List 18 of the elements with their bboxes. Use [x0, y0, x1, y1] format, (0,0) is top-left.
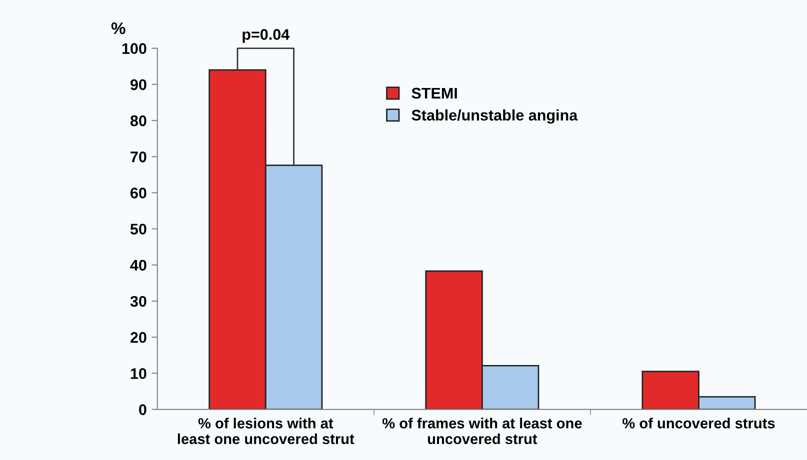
legend-label: STEMI: [412, 88, 457, 99]
text: p=0.04: [242, 29, 290, 43]
x-tick-label: % of uncovered struts: [622, 418, 775, 428]
y-tick-label: 40: [130, 260, 146, 271]
y-tick-label: 50: [130, 224, 146, 235]
x-tick-label: % of lesions with at least one uncovered strut: [178, 418, 354, 444]
y-tick-label: 30: [130, 296, 146, 307]
y-tick-label: 70: [130, 152, 146, 162]
y-axis-title: %: [111, 22, 126, 34]
y-tick-label: 20: [130, 332, 146, 343]
legend-label: Stable/unstable angina: [412, 109, 578, 124]
x-tick-label: % of frames with at least one uncovered strut: [382, 418, 582, 444]
y-tick-label: 100: [122, 43, 146, 54]
y-tick-label: 90: [130, 79, 146, 90]
y-tick-label: 10: [130, 368, 146, 379]
y-tick-label: 60: [130, 188, 146, 198]
y-tick-label: 80: [130, 115, 146, 126]
y-tick-label: 0: [139, 404, 146, 416]
